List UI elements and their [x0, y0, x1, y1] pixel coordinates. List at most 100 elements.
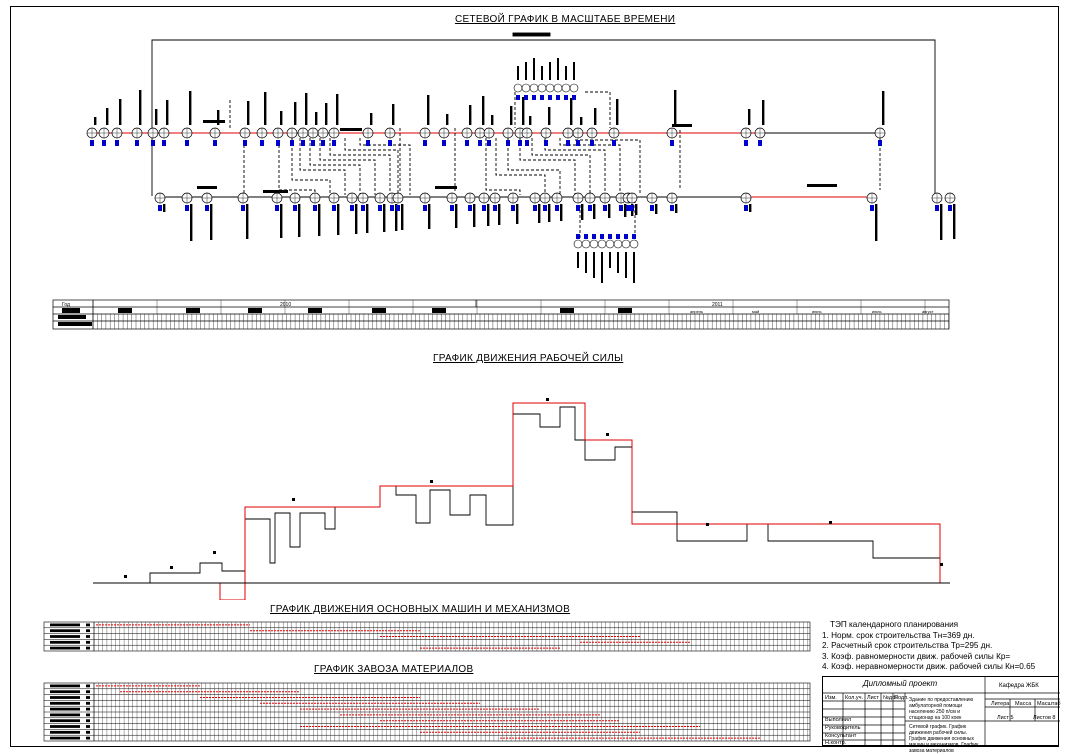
activity-bar — [190, 204, 193, 241]
activity-bar — [762, 100, 765, 125]
month-june: июнь — [812, 309, 822, 314]
node-number-mark — [396, 205, 400, 211]
title-block-grid — [823, 677, 1060, 747]
node-number-mark — [276, 140, 280, 146]
node-number-mark — [518, 140, 522, 146]
activity-bar — [469, 105, 472, 125]
activity-bar — [482, 96, 485, 125]
node-number-mark — [162, 140, 166, 146]
node-number-mark — [543, 205, 547, 211]
activity-bar — [674, 90, 677, 125]
activity-bar — [749, 204, 752, 212]
activity-bar — [318, 204, 321, 236]
node-number-mark — [205, 205, 209, 211]
node-number-mark — [572, 95, 576, 100]
activity-bar — [616, 99, 619, 125]
stage-header-2: Масса — [1015, 701, 1032, 707]
node-number-mark — [576, 234, 580, 239]
drawing-frame — [10, 6, 1059, 747]
activity-bar — [315, 112, 318, 125]
node-number-mark — [482, 205, 486, 211]
activity-bar — [498, 204, 501, 225]
calendar-band: Год 2010 2011 апрель май июнь июль авгус… — [52, 299, 950, 330]
activity-bar — [428, 204, 431, 229]
activity-bar — [166, 100, 169, 125]
resource-label-mark — [50, 684, 80, 688]
workforce-leveled-line — [93, 402, 941, 600]
node-number-mark — [332, 140, 336, 146]
node-number-mark — [361, 205, 365, 211]
machines-title: ГРАФИК ДВИЖЕНИЯ ОСНОВНЫХ МАШИН И МЕХАНИЗ… — [270, 604, 571, 615]
node-number-mark — [135, 140, 139, 146]
sheets-label: Листов 8 — [1033, 715, 1056, 721]
node-number-mark — [564, 95, 568, 100]
node-number-mark — [555, 205, 559, 211]
node-number-mark — [390, 205, 394, 211]
calendar-mark — [58, 315, 86, 319]
sheet-label: Лист 5 — [997, 715, 1014, 721]
activity-bar — [280, 111, 283, 125]
activity-bar — [210, 204, 213, 240]
activity-bar — [163, 204, 166, 212]
workforce-actual-line — [93, 406, 941, 584]
project-name: Дипломный проект — [863, 679, 938, 688]
resource-label-mark — [50, 635, 80, 638]
activity-bar — [455, 204, 458, 228]
role-consultant: Консультант — [825, 733, 857, 739]
node-number-mark — [468, 205, 472, 211]
node-number-mark — [423, 205, 427, 211]
node-number-mark — [744, 205, 748, 211]
resource-unit-mark — [86, 690, 90, 694]
node-number-mark — [366, 140, 370, 146]
resource-unit-mark — [86, 701, 90, 705]
duration-bar — [203, 120, 225, 123]
activity-bar — [355, 204, 358, 234]
activity-bar — [336, 94, 339, 125]
node-number-mark — [311, 140, 315, 146]
node-number-mark — [744, 140, 748, 146]
node-number-mark — [290, 140, 294, 146]
node-number-mark — [935, 205, 939, 211]
activity-bar — [119, 99, 122, 125]
materials-title: ГРАФИК ЗАВОЗА МАТЕРИАЛОВ — [314, 664, 474, 675]
col-izm: Изм. — [825, 695, 837, 701]
activity-bar — [529, 116, 532, 125]
node-number-mark — [632, 234, 636, 239]
activity-bar — [383, 204, 386, 232]
activity-bar — [280, 204, 283, 238]
activity-bar — [748, 109, 751, 125]
duration-bar — [672, 124, 692, 127]
title-block: Дипломный проект Кафедра ЖБК Литера Масс… — [822, 676, 1061, 754]
activity-bar — [305, 93, 308, 125]
activity-bar — [617, 252, 619, 273]
node-number-mark — [533, 205, 537, 211]
node-number-mark — [516, 95, 520, 100]
node-number-mark — [612, 140, 616, 146]
stage-header-1: Литера — [991, 701, 1010, 707]
node-number-mark — [626, 205, 630, 211]
activity-bar — [609, 252, 611, 268]
node-number-mark — [540, 95, 544, 100]
resource-label-mark — [50, 640, 80, 644]
role-supervisor: Руководитель — [825, 725, 861, 731]
activity-bar — [625, 252, 627, 278]
calendar-year-2010: 2010 — [280, 302, 291, 308]
node-number-mark — [603, 205, 607, 211]
role-author: Выполнил — [825, 717, 852, 723]
activity-bar — [875, 204, 878, 241]
node-number-mark — [158, 205, 162, 211]
node-number-mark — [576, 140, 580, 146]
activity-bar — [94, 117, 97, 125]
activity-bar — [510, 106, 513, 125]
node-number-mark — [616, 234, 620, 239]
role-norm-control: Н.контр. — [825, 740, 847, 746]
activity-bar — [624, 204, 627, 217]
resource-unit-mark — [86, 719, 90, 723]
resource-unit-mark — [86, 713, 90, 717]
activity-bar — [525, 62, 527, 80]
resource-unit-mark — [86, 696, 90, 699]
tep-item-2: 2. Расчетный срок строительства Тр=295 д… — [822, 641, 993, 651]
activity-bar — [577, 252, 579, 268]
activity-bar — [940, 204, 943, 240]
node-number-mark — [213, 140, 217, 146]
